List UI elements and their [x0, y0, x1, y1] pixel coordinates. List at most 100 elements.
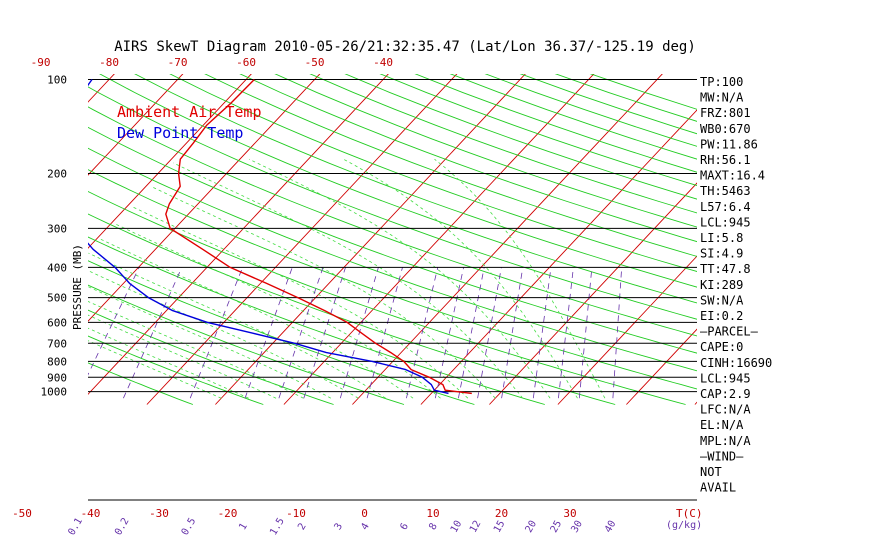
- stat-line: L57:6.4: [700, 200, 751, 214]
- mixing-ratio-line: [434, 267, 464, 399]
- moist-adiabat-line: [343, 158, 578, 399]
- mixing-ratio-line: [189, 267, 243, 399]
- stat-line: LCL:945: [700, 215, 751, 229]
- dry-adiabat-line: [88, 284, 405, 405]
- pressure-tick-label: 300: [47, 222, 67, 235]
- stat-line: TP:100: [700, 75, 743, 89]
- dry-adiabat-line: [449, 74, 697, 160]
- mixing-ratio-unit-label: (g/kg): [666, 520, 702, 531]
- stat-line: —PARCEL—: [700, 325, 759, 339]
- isotherm-line: [283, 74, 595, 405]
- isotherm-line: [215, 74, 526, 405]
- pressure-tick-label: 900: [47, 371, 67, 384]
- mixing-ratio-tick-label: 25: [549, 519, 565, 535]
- moist-adiabat-line: [131, 206, 469, 399]
- mixing-ratio-line: [406, 267, 439, 399]
- mixing-ratio-tick-label: 0.2: [113, 516, 132, 537]
- moist-adiabat-line: [150, 186, 496, 399]
- mixing-ratio-tick-label: 1: [237, 521, 250, 532]
- stat-line: TT:47.8: [700, 262, 751, 276]
- top-temp-tick-label: -80: [99, 56, 119, 69]
- dry-adiabat-line: [344, 74, 697, 200]
- moist-adiabat-line: [114, 223, 441, 399]
- ambient-air-temp-line: [165, 79, 472, 395]
- mixing-ratio-line: [278, 267, 324, 399]
- bottom-temp-tick-label: -40: [81, 507, 101, 520]
- moist-adiabat-line: [88, 286, 332, 399]
- axes: -50-40-30-20-100102030T(C)-120-110-100-9…: [12, 56, 703, 537]
- isotherm-line: [557, 255, 697, 405]
- pressure-tick-label: 200: [47, 168, 67, 181]
- stat-line: CAPE:0: [700, 340, 743, 354]
- bottom-temp-tick-label: -50: [12, 507, 32, 520]
- stat-line: LFC:N/A: [700, 403, 751, 417]
- stat-line: KI:289: [700, 278, 743, 292]
- dry-adiabat-line: [99, 74, 697, 304]
- stat-line: EL:N/A: [700, 418, 744, 432]
- stat-line: WB0:670: [700, 122, 751, 136]
- stat-line: AVAIL: [700, 481, 736, 495]
- mixing-ratio-line: [477, 267, 502, 399]
- legend-dew-point-temp: Dew Point Temp: [117, 124, 243, 142]
- stat-line: MAXT:16.4: [700, 169, 765, 183]
- background-lines: [88, 65, 870, 405]
- stat-line: MW:N/A: [700, 91, 744, 105]
- moist-adiabat-line: [88, 300, 304, 399]
- top-temp-tick-label: -50: [305, 56, 325, 69]
- moist-adiabat-line: [100, 238, 414, 399]
- mixing-ratio-line: [612, 267, 623, 399]
- stat-line: LI:5.8: [700, 231, 743, 245]
- pressure-tick-label: 100: [47, 74, 67, 87]
- dry-adiabat-line: [274, 74, 697, 228]
- mixing-ratio-line: [366, 267, 403, 399]
- dry-adiabat-line: [204, 74, 697, 257]
- y-axis-label: PRESSURE (MB): [71, 244, 84, 330]
- top-temp-tick-label: -60: [236, 56, 256, 69]
- mixing-ratio-tick-label: 15: [492, 519, 508, 535]
- mixing-ratio-tick-label: 6: [398, 521, 411, 532]
- mixing-ratio-tick-label: 20: [524, 519, 540, 535]
- legend-ambient-air-temp: Ambient Air Temp: [117, 103, 262, 121]
- bottom-temp-tick-label: -10: [286, 507, 306, 520]
- mixing-ratio-tick-label: 30: [569, 519, 585, 535]
- moist-adiabat-line: [88, 270, 359, 399]
- stat-line: LCL:945: [700, 371, 751, 385]
- top-temp-tick-label: -90: [31, 56, 51, 69]
- dry-adiabat-line: [134, 74, 697, 288]
- mixing-ratio-tick-label: 10: [449, 519, 465, 535]
- dry-adiabat-line: [169, 74, 697, 272]
- stat-line: TH:5463: [700, 184, 751, 198]
- dry-adiabat-line: [88, 236, 545, 405]
- mixing-ratio-tick-label: 4: [359, 521, 372, 532]
- profiles: [88, 79, 472, 395]
- dry-adiabat-line: [88, 260, 475, 405]
- bottom-temp-tick-label: 0: [361, 507, 368, 520]
- stat-line: SI:4.9: [700, 247, 743, 261]
- stat-line: MPL:N/A: [700, 434, 751, 448]
- mixing-ratio-line: [303, 267, 346, 399]
- isotherm-line: [88, 74, 389, 395]
- dry-adiabat-line: [88, 213, 616, 405]
- dry-adiabat-line: [88, 126, 697, 354]
- moist-adiabat-line: [88, 327, 249, 399]
- isotherm-line: [146, 74, 458, 405]
- stat-line: CAP:2.9: [700, 387, 751, 401]
- top-temp-tick-label: -70: [168, 56, 188, 69]
- isotherm-line: [763, 65, 870, 404]
- stat-line: PW:11.86: [700, 137, 758, 151]
- isotherm-line: [88, 74, 252, 249]
- stat-line: —WIND—: [700, 449, 744, 463]
- moist-adiabat-line: [88, 252, 386, 399]
- stat-line: CINH:16690: [700, 356, 772, 370]
- isotherm-line: [420, 109, 697, 405]
- isotherm-line: [352, 74, 663, 405]
- mixing-ratio-line: [339, 267, 379, 399]
- temp-unit-label: T(C): [676, 507, 703, 520]
- mixing-ratio-line: [244, 267, 293, 399]
- mixing-ratio-tick-label: 12: [468, 519, 484, 535]
- mixing-ratio-line: [458, 267, 485, 399]
- dry-adiabat-line: [88, 106, 697, 337]
- top-temp-tick-label: -40: [373, 56, 393, 69]
- mixing-ratio-line: [88, 267, 140, 376]
- dry-adiabat-line: [309, 74, 697, 214]
